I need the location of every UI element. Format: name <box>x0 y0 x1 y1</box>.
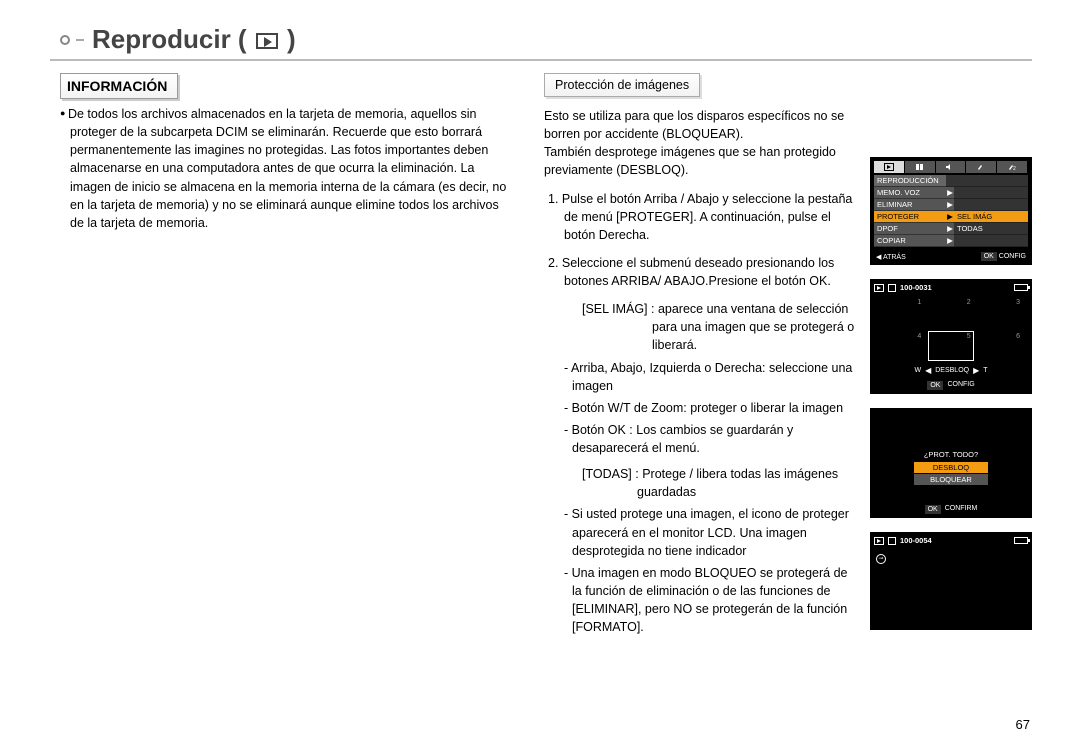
menu-eliminar: ELIMINAR <box>874 199 946 211</box>
thumb-1: 1 <box>880 298 923 326</box>
lcd-protected-screenshot: 100-0054 ⊸ <box>870 532 1032 630</box>
thumb-5-selected: 5 <box>929 332 972 360</box>
step-2: 2. Seleccione el submenú deseado presion… <box>564 254 858 290</box>
card-icon <box>888 284 896 292</box>
info-paragraph: De todos los archivos almacenados en la … <box>60 105 508 232</box>
lcd-dialog-screenshot: ¿PROT. TODO? DESBLOQ BLOQUEAR OK CONFIRM <box>870 408 1032 518</box>
protection-box-label: Protección de imágenes <box>544 73 700 97</box>
tab-play-icon <box>874 161 905 173</box>
battery-icon-2 <box>1014 537 1028 544</box>
thumb-4: 4 <box>880 332 923 360</box>
dash-5: - Una imagen en modo BLOQUEO se proteger… <box>544 564 858 637</box>
folder-num-2: 100-0054 <box>900 536 932 545</box>
menu-copiar: COPIAR <box>874 235 946 247</box>
lcd1-footer-left: ◀ ATRÁS <box>876 253 906 261</box>
lcd2-ok-btn: OK <box>927 381 943 390</box>
step-1: 1. Pulse el botón Arriba / Abajo y selec… <box>564 190 858 244</box>
play-mode-icon-2 <box>874 537 884 545</box>
lock-icon: ⊸ <box>876 554 886 564</box>
dash-2: - Botón W/T de Zoom: proteger o liberar … <box>544 399 858 417</box>
menu-proteger: PROTEGER <box>874 211 946 223</box>
menu-dpof-val: TODAS <box>954 223 1028 235</box>
tab-setup2-icon: 2 <box>997 161 1028 173</box>
page-title: Reproducir ( ) <box>92 24 296 55</box>
lcd-grid-screenshot: 100-0031 1 2 3 4 5 6 W◀ DESBLOQ ▶T <box>870 279 1032 394</box>
zoom-label: DESBLOQ <box>935 367 969 374</box>
folder-num: 100-0031 <box>900 283 932 292</box>
dash-3: - Botón OK : Los cambios se guardarán y … <box>544 421 858 457</box>
menu-memo-voz: MEMO. VOZ <box>874 187 946 199</box>
title-text: Reproducir <box>92 24 231 54</box>
battery-icon <box>1014 284 1028 291</box>
lcd1-ok-btn: OK <box>981 252 997 261</box>
zoom-t: T <box>983 367 987 374</box>
lcd-menu-screenshot: 2 REPRODUCCIÓN MEMO. VOZ▶ ELIMINAR▶ PROT… <box>870 157 1032 265</box>
intro-text: Esto se utiliza para que los disparos es… <box>544 107 858 180</box>
dialog-question: ¿PROT. TODO? <box>906 450 996 459</box>
info-section-label: INFORMACIÓN <box>60 73 178 99</box>
svg-text:2: 2 <box>1013 166 1016 171</box>
lcd1-footer-right: CONFIG <box>999 253 1026 260</box>
tab-sound-icon <box>936 161 967 173</box>
todas-head: [TODAS] : Protege / libera todas las imá… <box>544 465 858 501</box>
lcd2-footer: CONFIG <box>947 381 974 390</box>
dash-4: - Si usted protege una imagen, el icono … <box>544 505 858 559</box>
dialog-opt-desbloq: DESBLOQ <box>914 462 988 473</box>
sel-imag-head: [SEL IMÁG] : aparece una ventana de sele… <box>544 300 858 354</box>
tab-setup-icon <box>966 161 997 173</box>
thumb-3: 3 <box>979 298 1022 326</box>
page-number: 67 <box>1016 717 1030 732</box>
menu-dpof: DPOF <box>874 223 946 235</box>
play-icon <box>256 33 278 49</box>
title-bullet <box>60 35 70 45</box>
dialog-opt-bloquear: BLOQUEAR <box>914 474 988 485</box>
card-icon-2 <box>888 537 896 545</box>
lcd3-ok-btn: OK <box>925 505 941 514</box>
zoom-w: W <box>914 367 921 374</box>
title-underline <box>50 59 1032 61</box>
dash-1: - Arriba, Abajo, Izquierda o Derecha: se… <box>544 359 858 395</box>
title-connector <box>76 39 84 41</box>
menu-header: REPRODUCCIÓN <box>874 175 946 187</box>
menu-proteger-val: SEL IMÁG <box>954 211 1028 223</box>
thumb-6: 6 <box>979 332 1022 360</box>
tab-effects-icon <box>905 161 936 173</box>
lcd3-footer: CONFIRM <box>945 505 978 514</box>
play-mode-icon <box>874 284 884 292</box>
thumb-2: 2 <box>929 298 972 326</box>
